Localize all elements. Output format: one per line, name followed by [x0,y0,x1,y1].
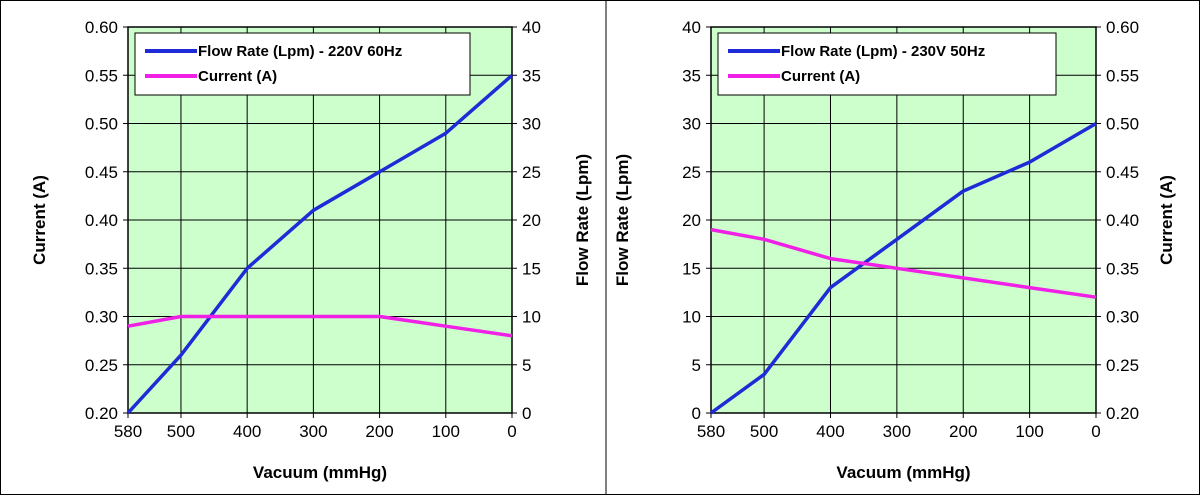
legend-label: Flow Rate (Lpm) - 220V 60Hz [198,43,402,60]
legend-label: Current (A) [781,68,860,85]
left-tick-label: 0.25 [85,356,118,375]
chart-panel-2: 0 5 10 15 20 25 30 35 40 0.20 0.25 0.30 0.35 0.40 0.45… [613,18,1176,482]
left-tick-label: 0.60 [85,18,118,37]
right-tick-label: 0.45 [1106,163,1139,182]
left-tick-label: 0 [692,404,701,423]
left-tick-label: 30 [682,115,701,134]
x-tick-label: 0 [1091,422,1100,441]
left-tick-label: 25 [682,163,701,182]
left-tick-label: 0.45 [85,163,118,182]
x-tick-label: 0 [507,422,516,441]
x-tick-label: 400 [816,422,844,441]
x-tick-label: 580 [114,422,142,441]
left-tick-label: 0.40 [85,211,118,230]
x-tick-label: 200 [949,422,977,441]
right-tick-label: 15 [522,259,541,278]
left-tick-label: 0.30 [85,308,118,327]
x-tick-label: 100 [432,422,460,441]
right-tick-label: 0.50 [1106,115,1139,134]
legend-label: Flow Rate (Lpm) - 230V 50Hz [781,43,985,60]
x-tick-label: 500 [167,422,195,441]
legend-box [134,32,471,96]
left-tick-label: 40 [682,18,701,37]
right-tick-label: 35 [522,66,541,85]
right-tick-label: 10 [522,308,541,327]
x-tick-label: 500 [750,422,778,441]
right-axis-title: Flow Rate (Lpm) [573,154,592,286]
series-line-flow-rate [709,121,1097,415]
right-tick-label: 0.55 [1106,66,1139,85]
right-axis-title: Current (A) [1157,175,1176,265]
left-axis-title: Flow Rate (Lpm) [613,154,632,286]
x-tick-label: 200 [365,422,393,441]
right-tick-label: 0.25 [1106,356,1139,375]
left-tick-label: 35 [682,66,701,85]
left-tick-label: 0.55 [85,66,118,85]
series-line-current [710,227,1097,299]
left-tick-label: 10 [682,308,701,327]
right-tick-label: 20 [522,211,541,230]
right-tick-label: 25 [522,163,541,182]
x-axis-title: Vacuum (mmHg) [253,463,387,482]
series-line-current [127,314,513,338]
right-tick-label: 0.20 [1106,404,1139,423]
x-tick-label: 300 [299,422,327,441]
x-tick-label: 400 [233,422,261,441]
right-tick-label: 0.60 [1106,18,1139,37]
right-tick-label: 40 [522,18,541,37]
chart-panel-1: 0.20 0.25 0.30 0.35 0.40 0.45 0.50 0.55 0.60 0 5 10… [30,18,592,482]
left-tick-label: 0.35 [85,259,118,278]
x-axis-title: Vacuum (mmHg) [836,463,970,482]
right-tick-label: 30 [522,115,541,134]
left-tick-label: 20 [682,211,701,230]
right-tick-label: 0.40 [1106,211,1139,230]
x-tick-label: 100 [1015,422,1043,441]
series-line-flow-rate [126,73,514,415]
right-tick-label: 0.30 [1106,308,1139,327]
legend-label: Current (A) [198,68,277,85]
left-axis-title: Current (A) [30,175,49,265]
left-tick-label: 0.20 [85,404,118,423]
right-tick-label: 0 [522,404,531,423]
x-tick-label: 300 [883,422,911,441]
x-tick-label: 580 [697,422,725,441]
left-tick-label: 5 [692,356,701,375]
left-tick-label: 15 [682,259,701,278]
left-tick-label: 0.50 [85,115,118,134]
legend-box [717,32,1057,96]
right-tick-label: 5 [522,356,531,375]
right-tick-label: 0.35 [1106,259,1139,278]
